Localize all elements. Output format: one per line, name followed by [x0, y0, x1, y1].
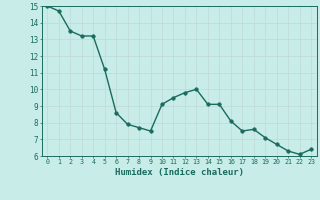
X-axis label: Humidex (Indice chaleur): Humidex (Indice chaleur) [115, 168, 244, 177]
